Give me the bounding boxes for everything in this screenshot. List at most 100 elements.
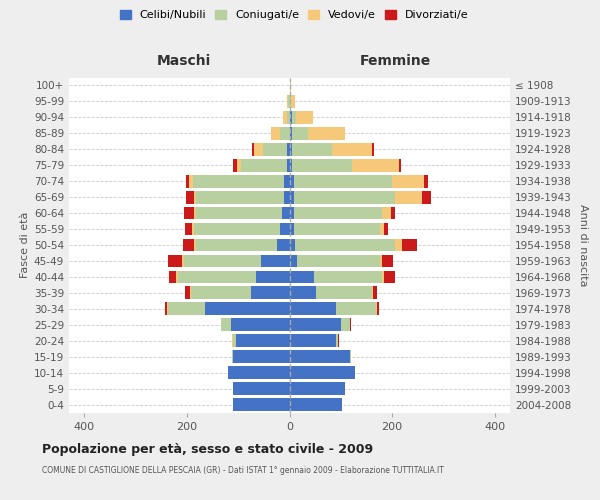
- Bar: [295, 238, 395, 252]
- Bar: [194, 222, 280, 235]
- Bar: [395, 238, 403, 252]
- Bar: [167, 302, 168, 315]
- Bar: [352, 159, 399, 172]
- Bar: [277, 238, 290, 252]
- Text: COMUNE DI CASTIGLIONE DELLA PESCAIA (GR) - Dati ISTAT 1° gennaio 2009 - Elaboraz: COMUNE DI CASTIGLIONE DELLA PESCAIA (GR)…: [42, 466, 444, 475]
- Bar: [289, 95, 290, 108]
- Bar: [261, 254, 290, 268]
- Bar: [403, 238, 416, 252]
- Bar: [384, 270, 395, 283]
- Bar: [335, 302, 376, 315]
- Bar: [176, 270, 178, 283]
- Bar: [376, 302, 377, 315]
- Bar: [194, 238, 196, 252]
- Bar: [384, 222, 388, 235]
- Bar: [233, 350, 290, 363]
- Bar: [189, 175, 193, 188]
- Bar: [350, 350, 351, 363]
- Bar: [290, 111, 292, 124]
- Bar: [341, 318, 350, 331]
- Bar: [287, 159, 290, 172]
- Bar: [233, 334, 236, 347]
- Bar: [371, 143, 374, 156]
- Bar: [290, 238, 295, 252]
- Bar: [168, 254, 182, 268]
- Bar: [194, 206, 196, 220]
- Bar: [382, 270, 384, 283]
- Bar: [263, 143, 287, 156]
- Bar: [290, 175, 293, 188]
- Bar: [316, 286, 371, 299]
- Bar: [230, 318, 290, 331]
- Bar: [338, 334, 339, 347]
- Bar: [194, 191, 196, 203]
- Bar: [280, 127, 290, 140]
- Bar: [335, 334, 338, 347]
- Bar: [292, 159, 352, 172]
- Bar: [251, 286, 290, 299]
- Bar: [290, 206, 293, 220]
- Bar: [192, 222, 194, 235]
- Text: Femmine: Femmine: [360, 54, 431, 68]
- Bar: [395, 191, 422, 203]
- Bar: [241, 159, 287, 172]
- Bar: [290, 191, 293, 203]
- Legend: Celibi/Nubili, Coniugati/e, Vedovi/e, Divorziati/e: Celibi/Nubili, Coniugati/e, Vedovi/e, Di…: [115, 6, 473, 25]
- Text: Maschi: Maschi: [157, 54, 211, 68]
- Bar: [422, 191, 431, 203]
- Bar: [196, 191, 284, 203]
- Bar: [284, 191, 290, 203]
- Bar: [178, 270, 256, 283]
- Bar: [377, 302, 379, 315]
- Bar: [184, 254, 261, 268]
- Bar: [290, 159, 292, 172]
- Bar: [290, 382, 345, 395]
- Bar: [282, 206, 290, 220]
- Bar: [292, 127, 308, 140]
- Bar: [290, 334, 335, 347]
- Bar: [290, 127, 292, 140]
- Bar: [373, 286, 377, 299]
- Bar: [236, 159, 241, 172]
- Bar: [314, 270, 382, 283]
- Bar: [290, 286, 316, 299]
- Bar: [287, 95, 289, 108]
- Bar: [380, 254, 382, 268]
- Bar: [271, 127, 280, 140]
- Bar: [296, 111, 313, 124]
- Bar: [399, 159, 401, 172]
- Bar: [187, 175, 189, 188]
- Bar: [290, 350, 350, 363]
- Bar: [290, 95, 295, 108]
- Bar: [350, 318, 351, 331]
- Bar: [287, 111, 290, 124]
- Bar: [293, 175, 392, 188]
- Bar: [184, 238, 194, 252]
- Bar: [169, 270, 176, 283]
- Bar: [292, 111, 296, 124]
- Bar: [424, 175, 428, 188]
- Bar: [280, 222, 290, 235]
- Bar: [290, 270, 314, 283]
- Bar: [371, 286, 373, 299]
- Bar: [191, 286, 251, 299]
- Bar: [168, 302, 205, 315]
- Bar: [296, 254, 380, 268]
- Bar: [185, 286, 190, 299]
- Bar: [283, 111, 287, 124]
- Bar: [290, 366, 355, 379]
- Bar: [292, 143, 332, 156]
- Bar: [382, 206, 391, 220]
- Bar: [290, 398, 342, 411]
- Bar: [185, 222, 192, 235]
- Bar: [187, 191, 194, 203]
- Bar: [293, 191, 395, 203]
- Bar: [221, 318, 230, 331]
- Bar: [392, 175, 424, 188]
- Bar: [332, 143, 371, 156]
- Bar: [196, 206, 282, 220]
- Bar: [308, 127, 345, 140]
- Bar: [205, 302, 290, 315]
- Bar: [290, 254, 296, 268]
- Bar: [251, 143, 254, 156]
